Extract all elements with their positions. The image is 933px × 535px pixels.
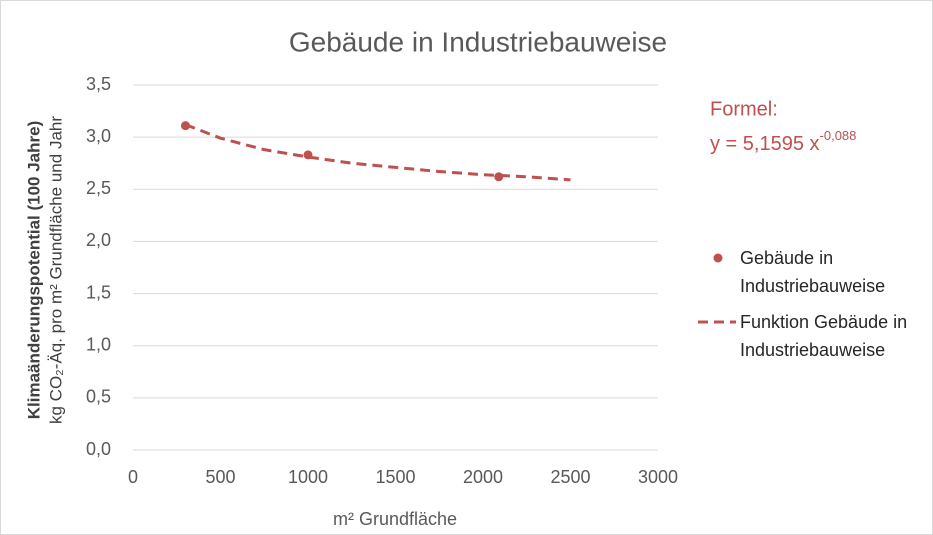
- legend-marker: [713, 253, 723, 263]
- y-tick-label: 2,0: [86, 230, 111, 250]
- y-tick-label: 1,5: [86, 282, 111, 302]
- legend-label: Funktion Gebäude in Industriebauweise: [740, 312, 908, 360]
- x-tick-label: 3000: [638, 467, 678, 487]
- x-axis-label: m² Grundfläche: [333, 509, 457, 529]
- formula: y = 5,1595 x: [710, 133, 820, 155]
- legend-label: Gebäude in Industriebauweise: [740, 248, 886, 296]
- y-tick-label: 1,0: [86, 334, 111, 354]
- chart-title: Gebäude in Industriebauweise: [289, 26, 667, 57]
- y-axis-label: Klimaänderungspotential (100 Jahre): [24, 121, 43, 420]
- y-tick-label: 0,5: [86, 387, 111, 407]
- y-tick-label: 3,0: [86, 126, 111, 146]
- x-tick-label: 500: [205, 467, 235, 487]
- annotation: y = 5,1595 x-0,088: [710, 128, 856, 155]
- y-axis-label: kg CO₂-Äq. pro m² Grundfläche und Jahr: [46, 116, 65, 424]
- trend-line: [184, 123, 571, 182]
- y-tick-label: 2,5: [86, 178, 111, 198]
- x-tick-label: 0: [128, 467, 138, 487]
- y-tick-label: 0,0: [86, 439, 111, 459]
- x-tick-label: 1000: [288, 467, 328, 487]
- x-tick-label: 2500: [550, 467, 590, 487]
- x-tick-label: 1500: [375, 467, 415, 487]
- x-tick-label: 2000: [463, 467, 503, 487]
- y-tick-label: 3,5: [86, 74, 111, 94]
- formula-exponent: -0,088: [820, 128, 857, 143]
- annotation: Formel:: [710, 98, 778, 120]
